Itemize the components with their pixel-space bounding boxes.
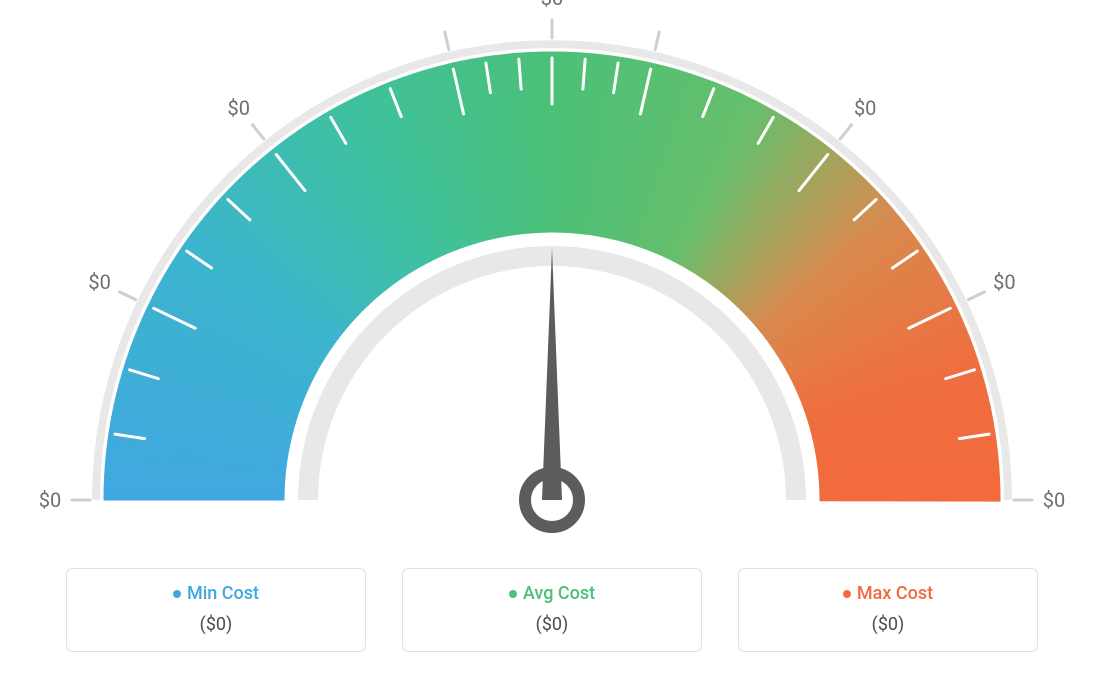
gauge-tick-label: $0 <box>993 270 1015 294</box>
gauge-svg <box>0 0 1104 560</box>
legend-label-line: Max Cost <box>739 583 1037 604</box>
gauge-tick-label: $0 <box>541 0 563 10</box>
gauge-tick-label: $0 <box>88 270 110 294</box>
legend-dot-max <box>843 590 851 598</box>
legend-value-avg: ($0) <box>403 614 701 635</box>
legend-label-line: Min Cost <box>67 583 365 604</box>
legend-card-min: Min Cost ($0) <box>66 568 366 652</box>
legend-row: Min Cost ($0) Avg Cost ($0) Max Cost ($0… <box>0 568 1104 652</box>
legend-value-max: ($0) <box>739 614 1037 635</box>
legend-dot-min <box>173 590 181 598</box>
legend-card-max: Max Cost ($0) <box>738 568 1038 652</box>
gauge-tick-label: $0 <box>228 96 250 120</box>
legend-card-avg: Avg Cost ($0) <box>402 568 702 652</box>
gauge-tick-label: $0 <box>39 488 61 512</box>
legend-label-max: Max Cost <box>857 583 933 604</box>
legend-label-avg: Avg Cost <box>523 583 595 604</box>
gauge-tick-label: $0 <box>1043 488 1065 512</box>
legend-label-line: Avg Cost <box>403 583 701 604</box>
legend-label-min: Min Cost <box>187 583 259 604</box>
gauge-tick-label: $0 <box>854 96 876 120</box>
legend-value-min: ($0) <box>67 614 365 635</box>
legend-dot-avg <box>509 590 517 598</box>
gauge-chart: $0 $0 $0 $0 $0 $0 $0 <box>0 0 1104 560</box>
